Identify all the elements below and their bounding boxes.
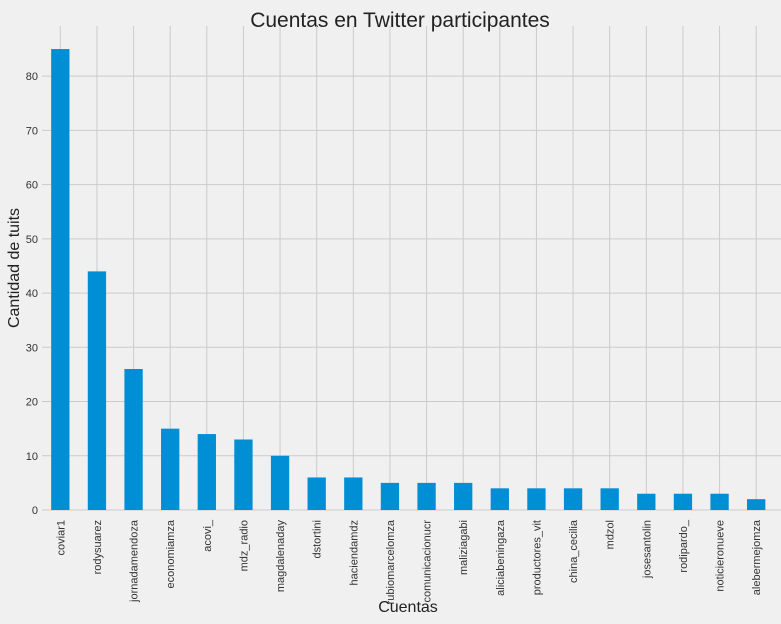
y-tick-label: 20 — [26, 397, 38, 409]
x-tick-label: acovi_ — [202, 519, 214, 552]
x-tick-label: maliziagabi — [458, 520, 470, 575]
bars — [51, 49, 766, 511]
bar-maliziagabi — [454, 482, 473, 510]
grid — [42, 26, 781, 511]
bar-rubiomarcelomza — [380, 482, 400, 510]
y-axis-label: Cantidad de tuits — [6, 208, 23, 328]
x-tick-label: comunicacionucr — [422, 520, 434, 603]
x-tick-label: haciendamdz — [348, 520, 360, 585]
y-tick-label: 50 — [26, 234, 38, 246]
x-tick-label: rubiomarcelomza — [385, 519, 397, 604]
bar-josesantolin — [637, 493, 656, 510]
y-tick-label: 80 — [26, 71, 38, 83]
x-tick-label: jornadamendoza — [129, 519, 141, 603]
bar-jornadamendoza — [124, 369, 143, 510]
bar-acovi_ — [197, 434, 216, 510]
bar-haciendamdz — [344, 477, 363, 510]
bar-rodipardo_ — [673, 493, 693, 510]
bar-china_cecilia — [563, 488, 583, 510]
y-tick-label: 70 — [26, 125, 38, 137]
x-tick-label: china_cecilia — [568, 519, 580, 583]
x-tick-label: dstortini — [312, 520, 324, 559]
y-tick-label: 60 — [26, 180, 38, 192]
bar-dstortini — [307, 477, 326, 510]
x-tick-label: mdz_radio — [238, 520, 250, 571]
bar-economiamza — [161, 428, 180, 510]
bar-magdalenaday — [270, 455, 290, 510]
x-tick-label: rodysuarez — [92, 520, 104, 574]
bar-comunicacionucr — [417, 482, 436, 510]
chart-title: Cuentas en Twitter participantes — [250, 9, 550, 32]
bar-alebermejomza — [747, 499, 766, 510]
x-tick-label: aliciabeningaza — [495, 519, 507, 596]
x-axis-ticks: coviar1 rodysuarez jornadamendoza economiam… — [55, 519, 763, 604]
x-axis-label: Cuentas — [378, 599, 438, 616]
x-tick-label: productores_vit — [531, 520, 543, 595]
bar-rodysuarez — [87, 271, 107, 510]
x-tick-label: noticieronueve — [715, 520, 727, 592]
bar-productores_vit — [527, 488, 546, 510]
bar-mdzol — [600, 488, 619, 510]
x-tick-label: magdalenaday — [275, 520, 287, 593]
x-tick-label: alebermejomza — [751, 519, 763, 595]
bar-coviar1 — [51, 49, 70, 511]
y-tick-label: 30 — [26, 342, 38, 354]
y-tick-label: 0 — [32, 505, 38, 517]
x-tick-label: josesantolin — [641, 520, 653, 579]
y-axis-ticks: 0 10 20 30 40 50 60 70 80 — [26, 71, 38, 517]
x-tick-label: rodipardo_ — [678, 519, 690, 572]
x-tick-label: coviar1 — [55, 520, 67, 555]
x-tick-label: economiamza — [165, 519, 177, 588]
bar-noticieronueve — [710, 493, 729, 510]
bar-aliciabeningaza — [490, 488, 509, 510]
y-tick-label: 40 — [26, 288, 38, 300]
bar-mdz_radio — [234, 439, 253, 510]
x-tick-label: mdzol — [605, 520, 617, 549]
y-tick-label: 10 — [26, 451, 38, 463]
